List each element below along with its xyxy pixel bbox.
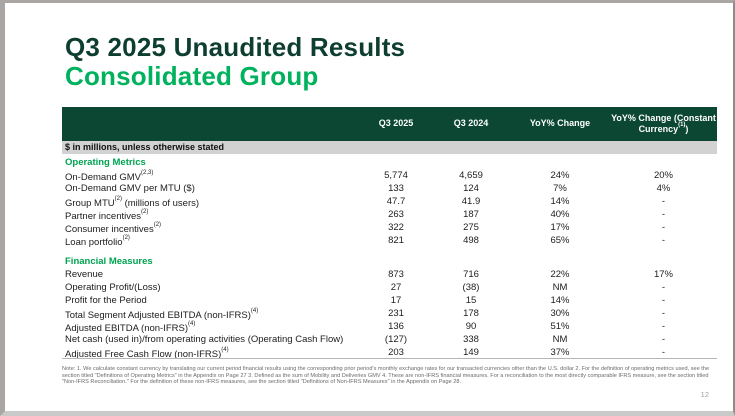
row-value: 178	[463, 308, 479, 319]
row-value: NM	[552, 282, 568, 293]
row-value: 4%	[656, 183, 671, 194]
table-row: Total Segment Adjusted EBITDA (non-IFRS)…	[62, 307, 717, 322]
table-row: Profit for the Period 17 15 14% -	[62, 294, 717, 307]
row-value: 17%	[653, 269, 673, 280]
row-value: 14%	[550, 196, 570, 207]
row-label: Adjusted Free Cash Flow (non-IFRS)(4)	[65, 346, 229, 361]
row-label: Total Segment Adjusted EBITDA (non-IFRS)…	[65, 307, 259, 322]
column-header-empty	[62, 122, 360, 126]
row-value: 338	[463, 334, 479, 345]
row-label: Profit for the Period	[65, 295, 147, 306]
row-value: 37%	[550, 347, 570, 358]
table-row: Adjusted EBITDA (non-IFRS)(4) 136 90 51% -	[62, 320, 717, 335]
row-value: NM	[552, 334, 568, 345]
row-label: Net cash (used in)/from operating activi…	[65, 334, 344, 345]
row-value: 17%	[550, 222, 570, 233]
table-row: Partner incentives(2) 263 187 40% -	[62, 208, 717, 223]
row-label: Partner incentives(2)	[65, 208, 149, 223]
row-label: On-Demand GMV per MTU ($)	[65, 183, 195, 194]
row-value: 136	[388, 321, 404, 332]
row-value: -	[661, 308, 666, 319]
row-value: 22%	[550, 269, 570, 280]
row-value: 90	[465, 321, 477, 332]
row-value: 65%	[550, 235, 570, 246]
row-label: Loan portfolio(2)	[65, 234, 130, 249]
table-row: On-Demand GMV per MTU ($) 133 124 7% 4%	[62, 182, 717, 195]
row-label: Revenue	[65, 269, 104, 280]
column-header: YoY% Change	[529, 118, 591, 129]
column-header: Q3 2025	[378, 118, 414, 129]
row-label: Consumer incentives(2)	[65, 221, 162, 236]
row-value: 14%	[550, 295, 570, 306]
row-value: 20%	[653, 170, 673, 181]
page-number: 12	[700, 390, 709, 399]
row-value: 47.7	[386, 196, 406, 207]
row-value: -	[661, 295, 666, 306]
row-label: On-Demand GMV(2,3)	[65, 169, 154, 184]
section-title: Operating Metrics	[65, 157, 146, 168]
row-value: 203	[388, 347, 404, 358]
row-value: 24%	[550, 170, 570, 181]
row-value: -	[661, 196, 666, 207]
results-table: Q3 2025 Q3 2024 YoY% Change YoY% Change (Co…	[62, 107, 717, 361]
row-value: 322	[388, 222, 404, 233]
row-value: (127)	[384, 334, 408, 345]
row-value: 15	[465, 295, 477, 306]
row-value: 275	[463, 222, 479, 233]
column-header: Q3 2024	[453, 118, 489, 129]
table-row: Net cash (used in)/from operating activi…	[62, 333, 717, 346]
page-subtitle: Consolidated Group	[65, 61, 319, 92]
row-value: -	[661, 222, 666, 233]
row-value: 4,659	[459, 170, 483, 181]
row-value: 27	[390, 282, 402, 293]
row-value: 51%	[550, 321, 570, 332]
row-value: 716	[463, 269, 479, 280]
table-row: Consumer incentives(2) 322 275 17% -	[62, 221, 717, 236]
row-value: 133	[388, 183, 404, 194]
row-value: 7%	[553, 183, 567, 194]
row-value: 17	[390, 295, 402, 306]
row-value: 873	[388, 269, 404, 280]
table-row: Adjusted Free Cash Flow (non-IFRS)(4) 203…	[62, 346, 717, 361]
table-body: Operating Metrics On-Demand GMV(2,3) 5,774…	[62, 156, 717, 361]
column-header: YoY% Change (Constant Currency(1))	[611, 112, 716, 134]
row-value: 149	[463, 347, 479, 358]
row-value: 5,774	[384, 170, 408, 181]
row-value: 40%	[550, 209, 570, 220]
row-value: 124	[463, 183, 479, 194]
row-label: Group MTU(2) (millions of users)	[65, 195, 200, 210]
row-label: Adjusted EBITDA (non-IFRS)(4)	[65, 320, 196, 335]
table-row: Operating Profit/(Loss) 27 (38) NM -	[62, 281, 717, 294]
row-value: -	[661, 282, 666, 293]
row-value: (38)	[462, 282, 480, 293]
row-value: -	[661, 321, 666, 332]
page-title: Q3 2025 Unaudited Results	[65, 32, 406, 62]
table-row: Loan portfolio(2) 821 498 65% -	[62, 234, 717, 249]
row-value: 231	[388, 308, 404, 319]
footnote: Note: 1. We calculate constant currency …	[62, 358, 717, 386]
table-row: Group MTU(2) (millions of users) 47.7 41.9…	[62, 195, 717, 210]
row-value: -	[661, 235, 666, 246]
table-row: Revenue 873 716 22% 17%	[62, 268, 717, 281]
row-value: 498	[463, 235, 479, 246]
row-value: -	[661, 334, 666, 345]
row-value: 187	[463, 209, 479, 220]
row-value: 30%	[550, 308, 570, 319]
table-header-row: Q3 2025 Q3 2024 YoY% Change YoY% Change (Co…	[62, 107, 717, 141]
units-note: $ in millions, unless otherwise stated	[62, 141, 717, 154]
row-label: Operating Profit/(Loss)	[65, 282, 161, 293]
row-value: 263	[388, 209, 404, 220]
row-value: 41.9	[461, 196, 481, 207]
row-value: -	[661, 209, 666, 220]
table-row: On-Demand GMV(2,3) 5,774 4,659 24% 20%	[62, 169, 717, 184]
section-title: Financial Measures	[65, 256, 153, 267]
title-block: Q3 2025 Unaudited Results Consolidated G…	[65, 32, 406, 92]
row-value: -	[661, 347, 666, 358]
row-value: 821	[388, 235, 404, 246]
